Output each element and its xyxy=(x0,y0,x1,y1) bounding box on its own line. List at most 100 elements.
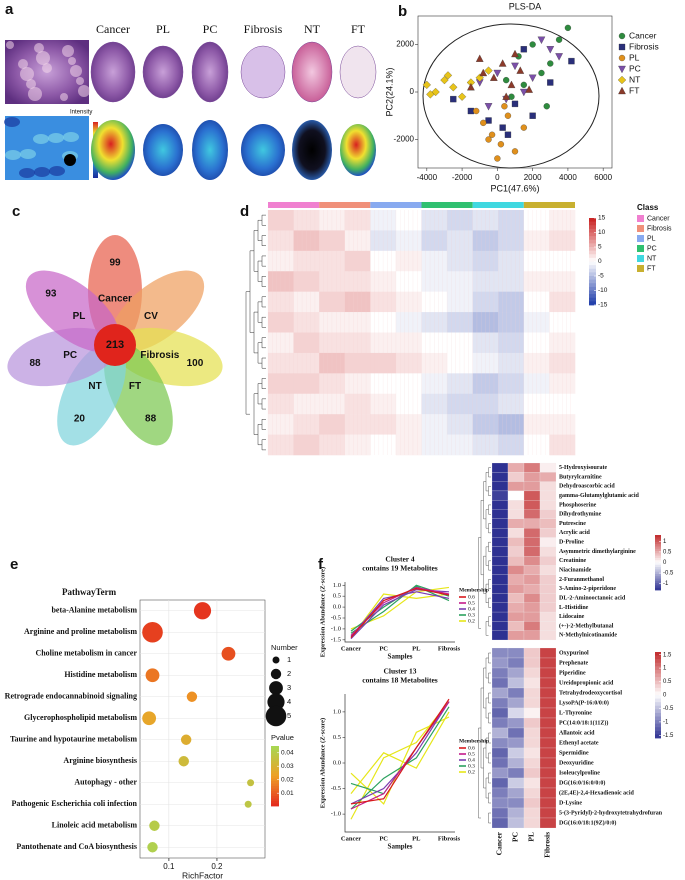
x-axis-title: RichFactor xyxy=(182,870,223,880)
heat-cell xyxy=(491,574,509,585)
heat-cell xyxy=(523,584,541,594)
legend-marker xyxy=(618,54,626,62)
colorbar-step xyxy=(655,712,661,717)
heat-cell xyxy=(491,717,509,729)
point xyxy=(529,41,536,48)
category-label: Autophagy - other xyxy=(74,778,137,787)
petal xyxy=(25,270,120,353)
x-tick-label: 6000 xyxy=(594,173,612,182)
y-tick-label: -0.5 xyxy=(331,614,341,621)
row-label: Ethenyl acetate xyxy=(559,740,599,746)
class-bar xyxy=(523,202,575,208)
heat-cell xyxy=(370,271,397,292)
colorbar-tick-label: 0.5 xyxy=(663,550,672,556)
heat-cell xyxy=(523,565,541,575)
point xyxy=(529,112,536,119)
colorbar-tick-label: 0.01 xyxy=(281,790,294,797)
series-line xyxy=(350,698,450,805)
heat-cell xyxy=(523,546,541,557)
colorbar-step xyxy=(655,555,661,559)
heat-cell xyxy=(447,230,473,252)
colorbar-step xyxy=(655,698,661,703)
heat-cell xyxy=(491,490,509,501)
heat-cell xyxy=(523,727,541,739)
legend-swatch xyxy=(637,265,644,272)
colorbar-step xyxy=(271,786,279,789)
colorbar-step xyxy=(271,796,279,799)
dendrogram xyxy=(488,792,491,804)
colorbar-step xyxy=(655,652,661,656)
heat-cell xyxy=(507,472,525,482)
colorbar-step xyxy=(271,791,279,794)
heat-cell xyxy=(498,434,525,456)
heat-cell xyxy=(539,593,557,603)
dendrogram xyxy=(488,812,491,824)
heat-cell xyxy=(539,667,557,679)
bubble xyxy=(180,734,192,745)
chart-title: PLS-DA xyxy=(509,1,542,11)
legend-marker xyxy=(618,32,626,40)
heat-cell xyxy=(370,291,397,313)
heat-cell xyxy=(498,393,525,415)
heat-cell xyxy=(523,537,541,547)
colorbar-tick-label: -0.5 xyxy=(663,571,674,577)
he-texture xyxy=(68,57,76,65)
dendrogram xyxy=(478,537,481,629)
dendrogram xyxy=(245,291,250,415)
x-tick-label: 0.1 xyxy=(163,862,175,871)
heat-cell xyxy=(491,472,509,482)
point xyxy=(498,59,507,67)
heat-cell xyxy=(491,817,509,829)
dendrogram xyxy=(488,752,491,764)
colorbar-tick-label: -1.5 xyxy=(663,733,674,739)
legend-bubble xyxy=(269,681,283,695)
dendrogram xyxy=(488,541,491,552)
heat-cell xyxy=(447,271,473,292)
heat-cell xyxy=(491,797,509,809)
point xyxy=(555,53,563,61)
heat-cell xyxy=(491,757,509,769)
colorbar-step xyxy=(655,573,661,577)
heat-cell xyxy=(539,630,557,641)
legend-label: 4 xyxy=(287,697,291,706)
category-label: Arginine biosynthesis xyxy=(63,756,137,765)
heat-cell xyxy=(523,611,541,622)
colorbar-step xyxy=(655,666,661,671)
row-label: Lidocaine xyxy=(559,614,585,620)
heat-cell xyxy=(507,747,525,759)
heat-cell xyxy=(491,611,509,622)
heat-cell xyxy=(523,352,550,374)
colorbar-step xyxy=(655,537,661,540)
heat-cell xyxy=(293,352,320,374)
colorbar-step xyxy=(655,662,661,667)
heat-cell xyxy=(539,546,557,557)
set-count: 100 xyxy=(187,358,204,369)
point xyxy=(480,119,487,127)
dendrogram xyxy=(488,560,491,571)
heat-cell xyxy=(539,602,557,613)
series-line xyxy=(350,587,450,639)
category-axis-title: PathwayTerm xyxy=(62,587,117,597)
he-texture xyxy=(34,43,44,53)
colorbar-step xyxy=(271,788,279,792)
colorbar-step xyxy=(589,276,596,281)
heat-cell xyxy=(539,462,557,473)
dendrogram xyxy=(488,523,491,534)
point xyxy=(503,76,510,84)
heat-cell xyxy=(491,777,509,789)
y-tick-label: -1.5 xyxy=(331,636,341,643)
heat-cell xyxy=(539,509,557,519)
point xyxy=(511,100,519,108)
heat-cell xyxy=(549,393,576,415)
row-label: Isoleucylproline xyxy=(559,770,600,776)
point xyxy=(525,85,533,93)
heat-cell xyxy=(370,210,397,231)
point xyxy=(426,90,435,99)
heat-cell xyxy=(447,250,473,272)
he-texture xyxy=(6,41,14,49)
legend-bubble xyxy=(267,693,285,711)
colorbar-step xyxy=(271,766,279,769)
heat-cell xyxy=(447,291,473,313)
colorbar-step xyxy=(655,551,661,554)
